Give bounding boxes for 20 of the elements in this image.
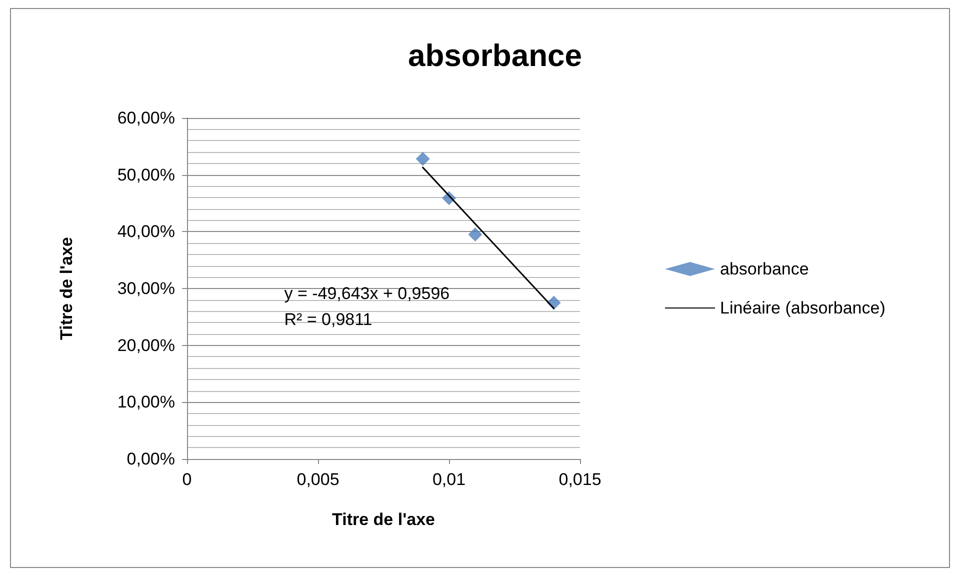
x-tick-label: 0 bbox=[182, 470, 192, 489]
x-tick-label: 0,005 bbox=[296, 470, 340, 489]
point bbox=[416, 152, 430, 166]
y-tick-label: 50,00% bbox=[117, 165, 175, 184]
chart-title: absorbance bbox=[408, 38, 582, 73]
point bbox=[468, 228, 482, 242]
x-tick-label: 0,015 bbox=[558, 470, 602, 489]
y-tick-label: 60,00% bbox=[117, 108, 175, 128]
x-axis-title: Titre de l'axe bbox=[332, 510, 435, 529]
x-tick-label: 0,01 bbox=[432, 470, 466, 489]
legend-label: Linéaire (absorbance) bbox=[720, 298, 886, 318]
y-tick-label: 30,00% bbox=[117, 279, 175, 298]
y-tick-label: 10,00% bbox=[117, 392, 175, 412]
annotation: y = -49,643x + 0,9596 bbox=[284, 284, 450, 304]
annotation: R² = 0,9811 bbox=[284, 310, 372, 330]
y-tick-label: 0,00% bbox=[126, 450, 175, 468]
y-axis-title: Titre de l'axe bbox=[57, 237, 76, 340]
y-tick-label: 40,00% bbox=[117, 222, 175, 242]
y-tick-label: 20,00% bbox=[117, 336, 175, 355]
legend-label: absorbance bbox=[720, 260, 809, 278]
